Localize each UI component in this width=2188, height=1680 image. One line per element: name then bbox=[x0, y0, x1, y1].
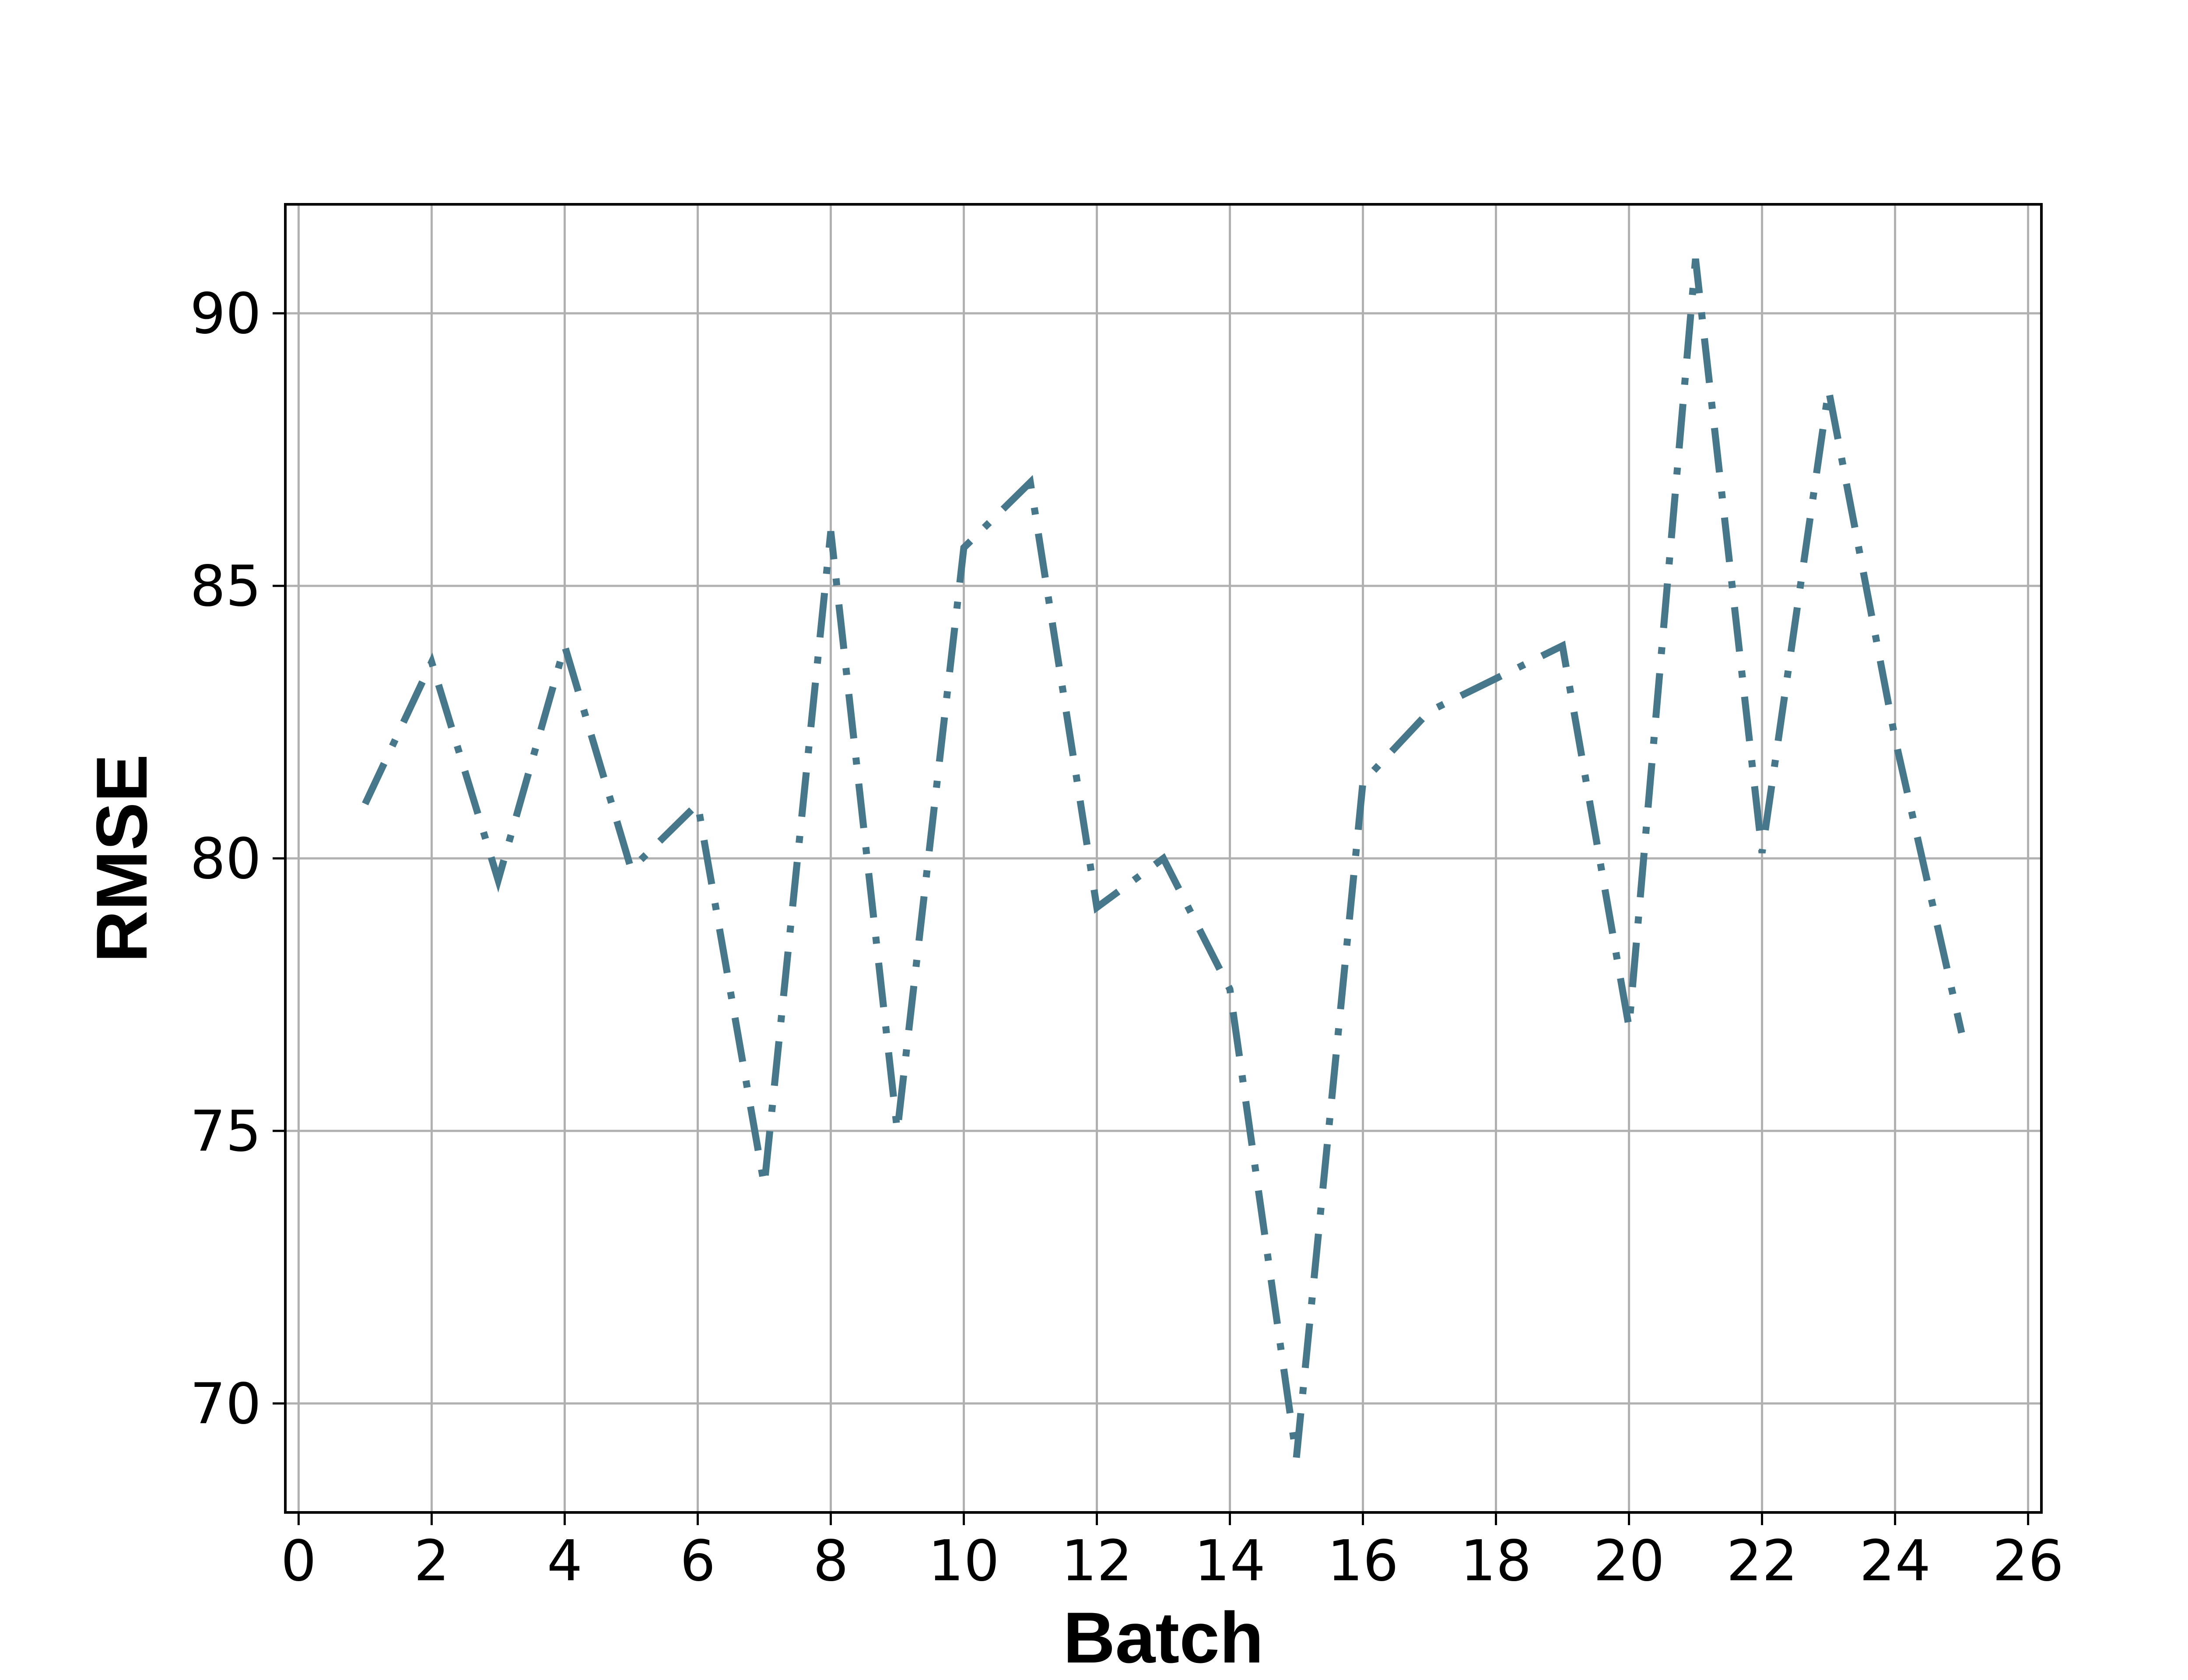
x-tick-label: 14 bbox=[1194, 1529, 1266, 1594]
data-point bbox=[1030, 482, 1031, 483]
series-line bbox=[362, 258, 1965, 1459]
x-tick-label: 4 bbox=[547, 1529, 582, 1594]
y-tick-label: 90 bbox=[190, 281, 261, 346]
y-tick-label: 80 bbox=[190, 826, 261, 892]
y-axis-label: RMSE bbox=[81, 754, 162, 963]
x-tick-label: 12 bbox=[1061, 1529, 1133, 1594]
data-point bbox=[1961, 1032, 1962, 1033]
series-lines bbox=[362, 258, 1965, 1459]
x-tick-label: 6 bbox=[680, 1529, 715, 1594]
x-tick-label: 18 bbox=[1460, 1529, 1532, 1594]
x-tick-label: 8 bbox=[813, 1529, 849, 1594]
y-tick-label: 85 bbox=[190, 554, 261, 619]
x-tick-label: 10 bbox=[928, 1529, 999, 1594]
x-tick-label: 20 bbox=[1593, 1529, 1665, 1594]
x-tick-label: 0 bbox=[281, 1529, 316, 1594]
x-axis-label: Batch bbox=[1063, 1597, 1263, 1678]
y-tick-label: 75 bbox=[190, 1099, 261, 1164]
data-point bbox=[897, 1130, 898, 1131]
x-tick-label: 22 bbox=[1726, 1529, 1798, 1594]
x-tick-label: 24 bbox=[1859, 1529, 1931, 1594]
x-tick-label: 26 bbox=[1992, 1529, 2064, 1594]
data-point bbox=[1163, 858, 1164, 859]
x-tick-label: 16 bbox=[1327, 1529, 1399, 1594]
x-tick-label: 2 bbox=[414, 1529, 449, 1594]
data-point bbox=[1828, 389, 1829, 390]
y-tick-label: 70 bbox=[190, 1372, 261, 1437]
